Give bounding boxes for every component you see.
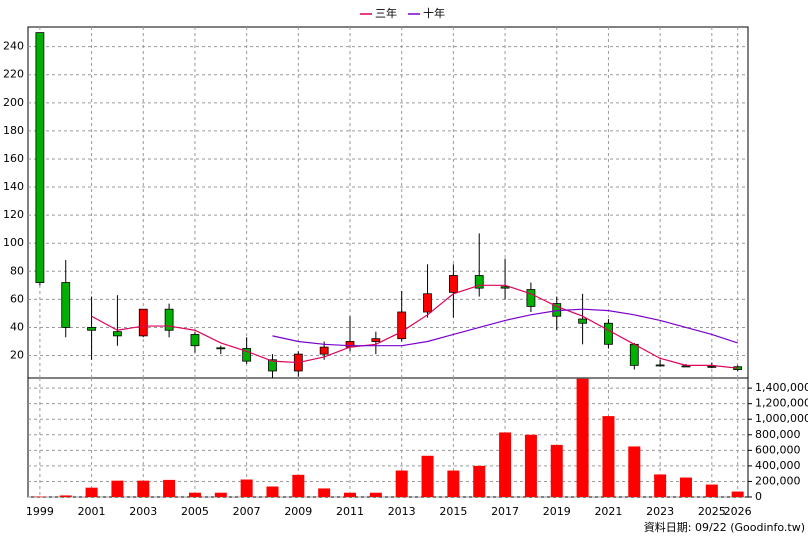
candle-body — [268, 359, 277, 372]
x-tick-label: 2013 — [388, 505, 416, 518]
candle-body — [604, 322, 613, 345]
volume-bar — [369, 492, 382, 497]
volume-bar — [679, 477, 692, 497]
x-tick-label: 2001 — [78, 505, 106, 518]
volume-bar — [550, 444, 563, 497]
volume-bar — [214, 492, 227, 497]
source-note: 資料日期: 09/22 (Goodinfo.tw) — [644, 520, 805, 534]
y-tick-label: 600,000 — [755, 443, 801, 456]
y-tick-label: 1,000,000 — [755, 412, 808, 425]
candle-body — [707, 365, 717, 368]
candle-body — [190, 334, 200, 347]
x-tick-label: 2021 — [594, 505, 622, 518]
x-tick-label: 2023 — [646, 505, 674, 518]
y-tick-label: 400,000 — [755, 459, 801, 472]
y-tick-label: 1,400,000 — [755, 381, 808, 394]
volume-bar — [85, 487, 98, 497]
candle-body — [578, 318, 588, 324]
volume-bar — [473, 465, 486, 497]
volume-bar — [188, 492, 201, 497]
x-tick-label: 2005 — [181, 505, 209, 518]
candle-body — [526, 289, 536, 307]
legend-label: 十年 — [423, 6, 445, 20]
volume-bar — [731, 491, 744, 497]
volume-bar — [654, 474, 667, 497]
candle-body — [681, 365, 691, 368]
candle-body — [242, 348, 252, 362]
volume-bar — [421, 455, 434, 497]
candle-body — [371, 338, 381, 342]
volume-bar — [292, 474, 305, 497]
y-tick-label: 80 — [10, 264, 24, 277]
volume-bar — [344, 492, 357, 497]
x-tick-label: 2015 — [439, 505, 467, 518]
volume-bar — [318, 488, 331, 497]
candle-body — [138, 308, 148, 337]
volume-bar — [163, 479, 176, 497]
y-tick-label: 60 — [10, 292, 24, 305]
ma-line — [91, 284, 738, 369]
x-tick-label: 2026 — [724, 505, 752, 518]
candle-body — [164, 308, 174, 331]
candle-body — [655, 364, 665, 367]
x-tick-label: 2009 — [284, 505, 312, 518]
volume-bar — [705, 484, 718, 497]
y-tick-label: 120 — [3, 208, 24, 221]
y-tick-label: 1,200,000 — [755, 397, 808, 410]
x-tick-label: 2025 — [698, 505, 726, 518]
y-tick-label: 180 — [3, 124, 24, 137]
volume-bar — [137, 480, 150, 497]
y-tick-label: 220 — [3, 68, 24, 81]
y-tick-label: 100 — [3, 236, 24, 249]
candle-body — [113, 331, 122, 337]
volume-bar — [628, 446, 641, 497]
volume-panel — [27, 377, 749, 498]
y-tick-label: 20 — [10, 349, 24, 362]
x-tick-label: 2017 — [491, 505, 519, 518]
y-tick-label: 200,000 — [755, 474, 801, 487]
candle-body — [397, 311, 407, 340]
candle-body — [319, 346, 329, 355]
candle-body — [474, 275, 484, 289]
volume-bar — [395, 470, 408, 497]
legend-label: 三年 — [375, 6, 397, 20]
ma-line — [272, 308, 738, 347]
x-tick-label: 2007 — [233, 505, 261, 518]
x-tick-label: 1999 — [26, 505, 54, 518]
x-tick-label: 2011 — [336, 505, 364, 518]
candle-body — [87, 327, 96, 331]
volume-bar — [240, 479, 253, 497]
volume-bar — [33, 496, 46, 498]
y-tick-label: 40 — [10, 320, 24, 333]
y-tick-label: 240 — [3, 40, 24, 53]
y-tick-label: 160 — [3, 152, 24, 165]
candle-body — [629, 343, 639, 366]
candle-body — [61, 282, 71, 328]
volume-bar — [576, 378, 589, 497]
price-panel — [27, 26, 749, 379]
volume-bar — [447, 470, 460, 497]
volume-bar — [111, 480, 124, 497]
candle-body — [35, 32, 45, 283]
y-tick-label: 0 — [755, 490, 762, 503]
y-tick-label: 200 — [3, 96, 24, 109]
x-tick-label: 2003 — [129, 505, 157, 518]
y-tick-label: 140 — [3, 180, 24, 193]
volume-bar — [524, 434, 537, 497]
volume-bar — [602, 416, 615, 497]
volume-bar — [499, 432, 512, 497]
candle-body — [216, 347, 226, 350]
volume-bar — [266, 486, 279, 497]
y-tick-label: 800,000 — [755, 428, 801, 441]
candle-body — [500, 286, 510, 289]
x-tick-label: 2019 — [543, 505, 571, 518]
volume-bar — [59, 495, 72, 497]
candle-body — [423, 293, 432, 313]
candle-body — [448, 275, 458, 293]
